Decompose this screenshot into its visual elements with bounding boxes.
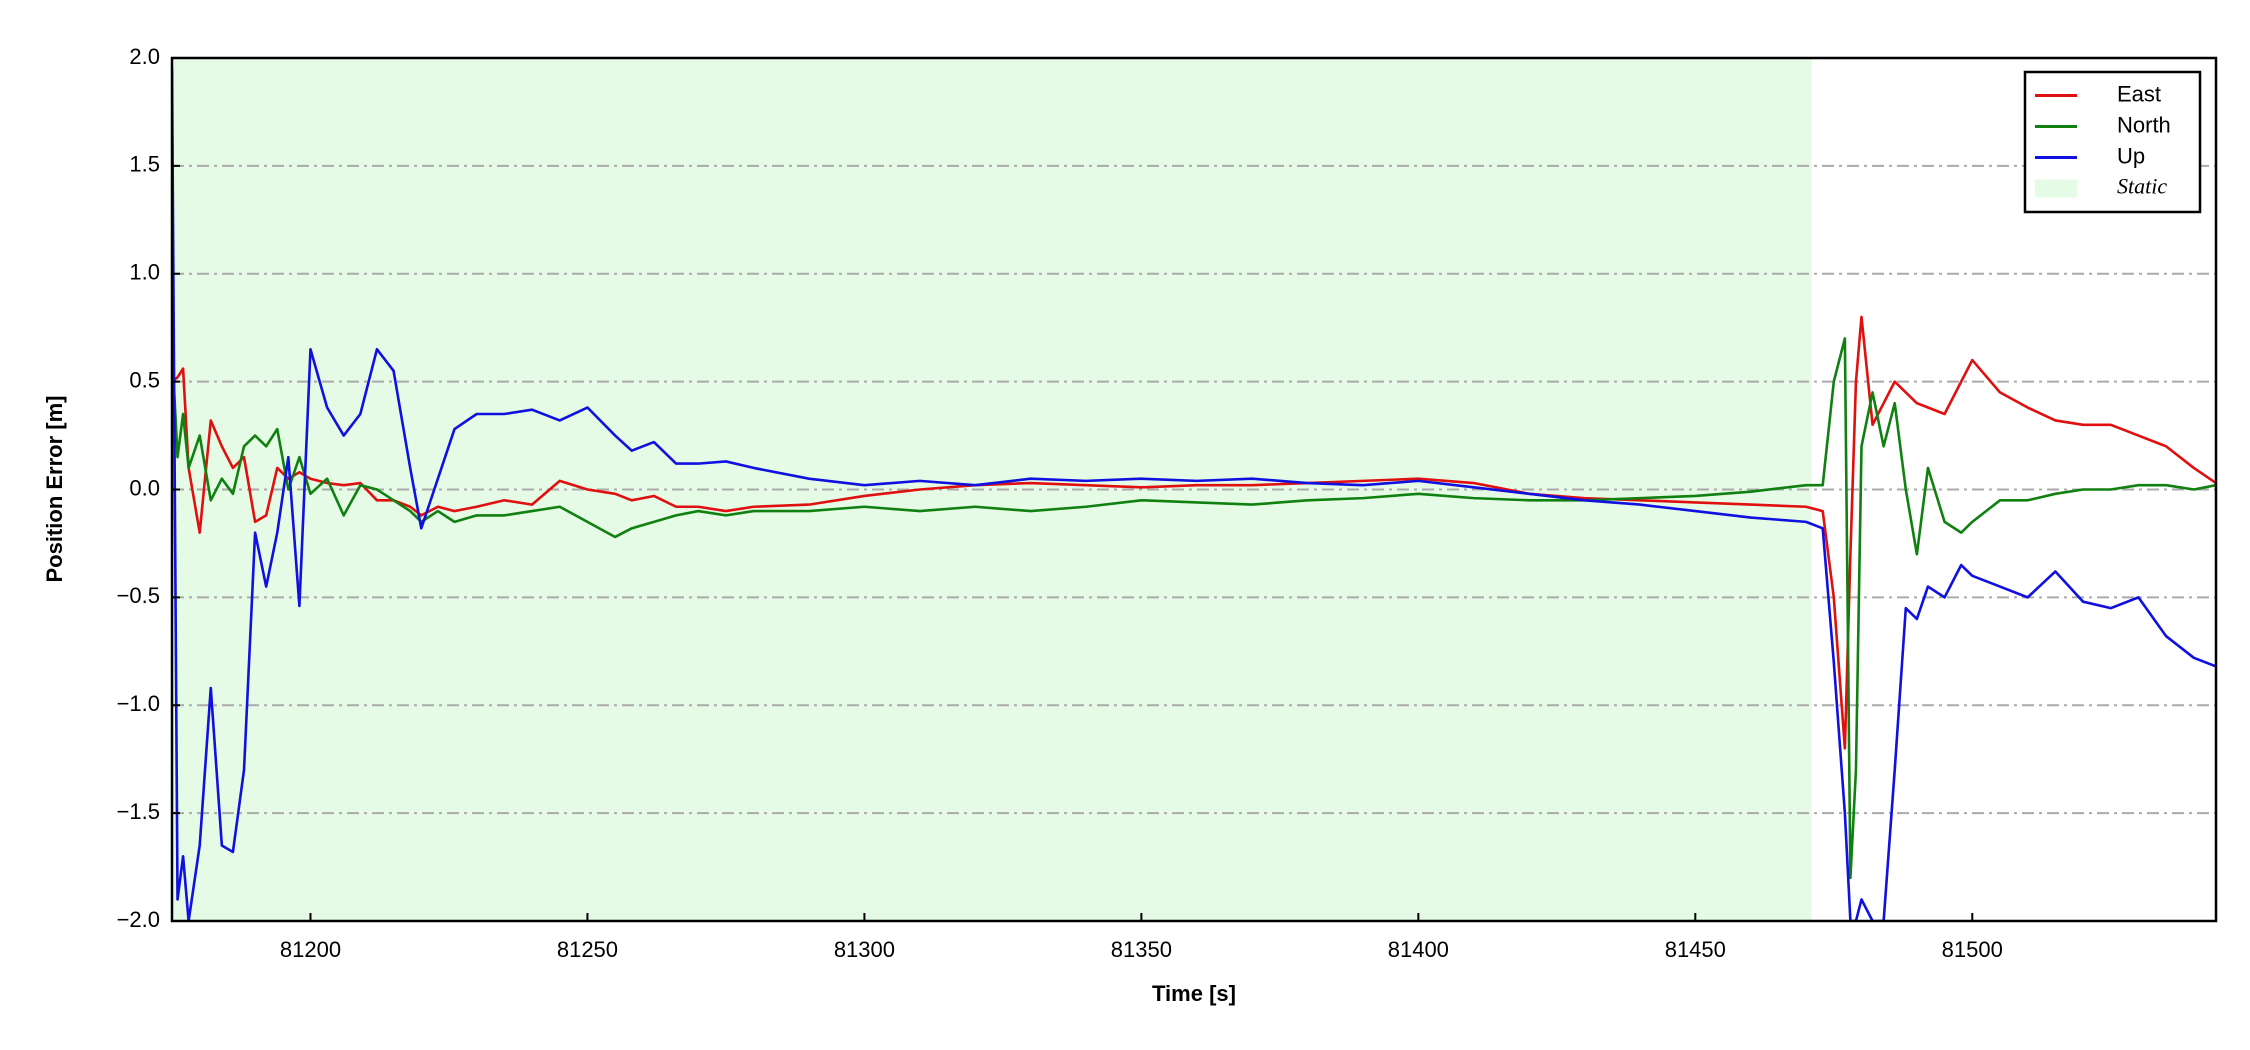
y-tick-label: −2.0	[117, 907, 160, 932]
legend-label: East	[2117, 81, 2161, 106]
y-tick-label: −1.0	[117, 691, 160, 716]
y-tick-label: 0.0	[129, 475, 160, 500]
x-tick-label: 81200	[280, 937, 341, 962]
x-tick-label: 81350	[1111, 937, 1172, 962]
x-tick-label: 81400	[1388, 937, 1449, 962]
x-tick-label: 81500	[1942, 937, 2003, 962]
legend: East North Up Static	[2023, 70, 2202, 214]
x-tick-label: 81450	[1665, 937, 1726, 962]
axes: −2.0 −1.5 −1.0 −0.5 0.0 0.5 1.0 1.5 2.0 81200 8125…	[117, 44, 2003, 962]
legend-label: Static	[2117, 174, 2167, 199]
x-tick-label: 81300	[834, 937, 895, 962]
legend-label: North	[2117, 112, 2171, 137]
plot-lines	[172, 68, 2216, 921]
y-tick-label: 0.5	[129, 367, 160, 392]
y-tick-label: −0.5	[117, 583, 160, 608]
y-tick-label: 1.0	[129, 260, 160, 285]
legend-label: Up	[2117, 143, 2145, 168]
x-tick-label: 81250	[557, 937, 618, 962]
series-line	[172, 337, 2216, 880]
y-tick-label: −1.5	[117, 799, 160, 824]
x-axis-label: Time [s]	[1152, 981, 1236, 1006]
y-tick-label: 2.0	[129, 44, 160, 69]
legend-swatch	[2035, 179, 2077, 198]
y-tick-label: 1.5	[129, 152, 160, 177]
y-axis-label: Position Error [m]	[42, 395, 67, 582]
series-line	[172, 68, 2216, 921]
